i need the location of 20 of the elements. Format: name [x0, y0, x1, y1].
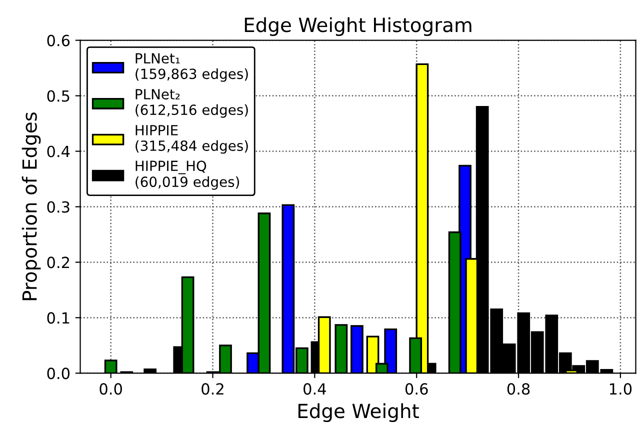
y-tick-label: 0.4: [47, 146, 70, 158]
y-tick-label: 0.0: [47, 368, 70, 380]
x-tick-label: 0.6: [405, 383, 428, 395]
x-tick-label: 0.4: [304, 383, 326, 395]
x-axis-title: Edge Weight: [298, 403, 419, 422]
y-tick-label: 0.3: [47, 201, 70, 213]
y-tick-label: 0.6: [47, 34, 70, 46]
x-tick-label: 0.8: [507, 383, 530, 395]
x-tick-label: 0.2: [202, 383, 224, 395]
y-tick-label: 0.2: [47, 256, 70, 268]
legend-label: HIPPIE (315,484 edges): [136, 125, 248, 154]
x-tick-label: 0.0: [100, 383, 122, 395]
legend-label: PLNet₁ (159,863 edges): [136, 53, 248, 82]
y-axis-title: Proportion of Edges: [22, 112, 41, 300]
y-tick-label: 0.5: [47, 90, 70, 102]
x-tick-label: 1.0: [610, 383, 632, 395]
y-tick-label: 0.1: [47, 312, 70, 324]
legend-label: PLNet₂ (612,516 edges): [136, 89, 248, 118]
chart-title: Edge Weight Histogram: [244, 17, 472, 36]
legend-label: HIPPIE_HQ (60,019 edges): [136, 160, 240, 190]
